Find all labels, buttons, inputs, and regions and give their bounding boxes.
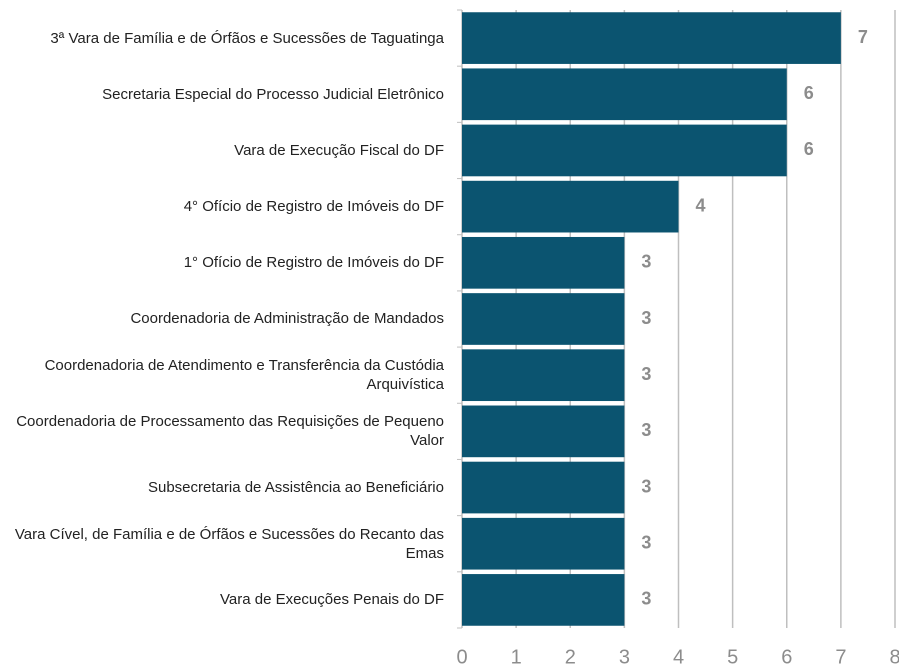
y-tick-label: Coordenadoria de Processamento das Requi… xyxy=(16,413,444,450)
y-tick-label: Secretaria Especial do Processo Judicial… xyxy=(102,85,444,103)
value-label: 7 xyxy=(858,27,868,47)
x-tick-label: 4 xyxy=(673,646,684,668)
bar xyxy=(462,180,679,233)
x-tick-label: 6 xyxy=(781,646,792,668)
value-label: 6 xyxy=(804,139,814,159)
y-tick-label: Coordenadoria de Administração de Mandad… xyxy=(130,310,444,328)
bar xyxy=(462,349,625,402)
y-tick-label: 4° Ofício de Registro de Imóveis do DF xyxy=(183,198,444,216)
x-tick-label: 1 xyxy=(511,646,522,668)
bar xyxy=(462,461,625,514)
y-tick-label: Subsecretaria de Assistência ao Benefici… xyxy=(147,479,444,497)
y-tick-label: Vara de Execução Fiscal do DF xyxy=(234,141,444,159)
value-label: 3 xyxy=(641,476,651,496)
x-tick-label: 8 xyxy=(889,646,899,668)
x-tick-label: 0 xyxy=(456,646,467,668)
x-tick-label: 7 xyxy=(835,646,846,668)
bar xyxy=(462,517,625,570)
value-label: 6 xyxy=(804,83,814,103)
bar xyxy=(462,293,625,345)
bar xyxy=(462,236,625,289)
value-label: 3 xyxy=(641,532,651,552)
x-tick-label: 5 xyxy=(727,646,738,668)
value-label: 3 xyxy=(641,308,651,328)
y-tick-label: Vara de Execuções Penais do DF xyxy=(219,591,444,609)
bar xyxy=(462,405,625,458)
x-tick-label: 3 xyxy=(619,646,630,668)
bar xyxy=(462,68,787,121)
bar xyxy=(462,12,841,64)
y-tick-label: 3ª Vara de Família e de Órfãos e Sucessõ… xyxy=(50,29,444,47)
x-tick-label: 2 xyxy=(565,646,576,668)
value-label: 3 xyxy=(641,252,651,272)
value-label: 3 xyxy=(641,364,651,384)
value-label: 3 xyxy=(641,420,651,440)
y-tick-label: Coordenadoria de Atendimento e Transferê… xyxy=(44,357,444,394)
bar xyxy=(462,574,625,626)
y-tick-label: Vara Cível, de Família e de Órfãos e Suc… xyxy=(14,525,444,562)
y-tick-label: 1° Ofício de Registro de Imóveis do DF xyxy=(183,254,444,272)
value-label: 3 xyxy=(641,589,651,609)
value-label: 4 xyxy=(695,195,705,215)
bar xyxy=(462,124,787,177)
